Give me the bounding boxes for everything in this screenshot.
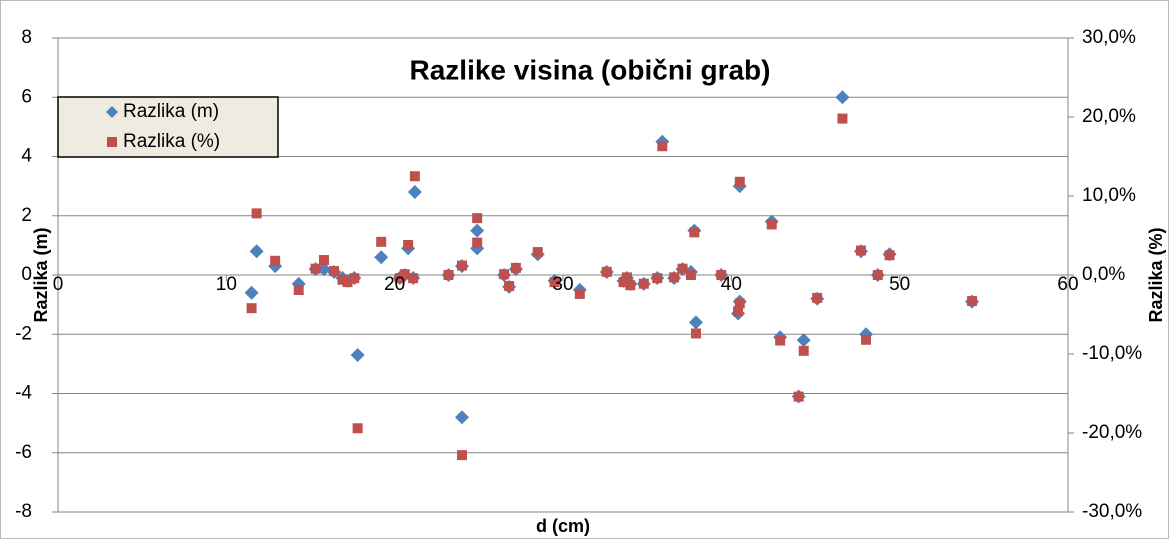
x-tick-label: 0 [53,274,64,295]
y-tick-label: 2 [21,205,32,226]
point [855,245,866,256]
y2-tick-label: -30,0% [1082,501,1142,522]
point [689,227,700,238]
y2-tick-label: -20,0% [1082,422,1142,443]
point [677,263,688,274]
point [657,141,668,152]
point [472,237,483,248]
point [861,334,871,345]
y-tick-label: 8 [21,27,32,48]
legend-box [57,96,279,158]
y2-tick-label: -10,0% [1082,343,1142,364]
point [793,391,804,402]
point [766,219,777,230]
point [403,239,414,250]
point [652,273,663,284]
point [470,223,485,238]
point [350,347,365,362]
point [812,292,823,303]
marks [244,90,980,461]
point [884,250,895,261]
point [775,335,786,346]
y-tick-label: -8 [15,501,32,522]
point [621,272,632,283]
y-tick-label: 4 [21,146,32,167]
x-tick-label: 20 [384,274,405,295]
y-tick-label: -2 [15,323,32,344]
point [394,273,405,284]
point [374,250,389,265]
point [510,262,521,273]
y2-tick-label: 0,0% [1082,264,1125,285]
y-tick-label: 6 [21,86,32,107]
y2-tick-label: 20,0% [1082,106,1136,127]
point [249,244,264,259]
point [443,270,454,280]
y-axis-title: Razlika (m) [31,227,51,322]
y2-tick-label: 10,0% [1082,185,1136,206]
legend-label: Razlika (%) [123,131,220,152]
point [342,277,353,288]
y2-axis-title: Razlika (%) [1146,227,1166,322]
point [549,277,560,288]
point [251,208,262,219]
point [499,269,510,280]
point [246,303,257,314]
point [337,274,348,285]
point [733,306,744,317]
point [716,270,727,280]
point [638,278,649,289]
point [504,281,515,292]
point [457,450,467,461]
point [734,176,745,187]
point [472,213,483,224]
point [837,113,848,124]
point [407,185,422,200]
point [835,90,850,105]
point [967,296,978,307]
x-tick-label: 10 [216,274,237,295]
point [318,254,329,265]
x-axis-title: d (cm) [536,516,590,536]
legend-marker [107,137,117,147]
point [625,280,636,291]
point [669,272,680,283]
point [796,333,811,348]
point [457,260,467,271]
point [601,266,612,277]
x-tick-label: 40 [721,274,742,295]
y-tick-label: -6 [15,442,32,463]
point [329,266,340,277]
point [270,255,281,266]
point [455,410,469,425]
y-tick-label: -4 [15,383,32,404]
point [352,423,363,434]
y-tick-label: 0 [21,264,32,285]
point [409,171,420,182]
point [310,263,321,274]
point [399,269,410,280]
chart-title: Razlike visina (obični grab) [410,54,771,85]
point [734,298,745,309]
x-tick-label: 50 [889,274,910,295]
point [574,288,585,299]
y2-tick-label: 30,0% [1082,27,1136,48]
point [872,270,883,280]
point [376,236,387,247]
point [532,247,543,258]
point [349,273,360,284]
point [688,315,703,330]
x-tick-label: 60 [1057,274,1078,295]
point [244,285,259,300]
point [293,285,304,296]
legend-marker [106,106,118,118]
point [685,270,696,280]
x-tick-label: 30 [552,274,573,295]
point [408,273,419,284]
point [690,328,701,339]
point [798,345,809,356]
legend-label: Razlika (m) [123,101,219,122]
